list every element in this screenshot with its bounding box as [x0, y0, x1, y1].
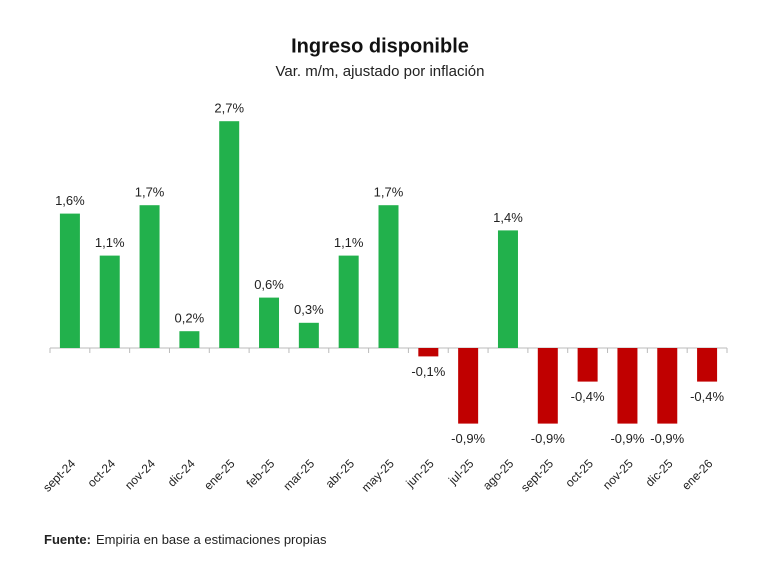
bar	[537, 348, 558, 424]
data-label: -0,9%	[650, 431, 684, 446]
x-tick-label: abr-25	[323, 456, 358, 491]
bar	[179, 331, 200, 348]
x-tick-label: ago-25	[480, 456, 517, 493]
bar	[497, 230, 518, 348]
x-tick-label: nov-24	[122, 456, 158, 492]
data-label: -0,4%	[571, 389, 605, 404]
bar	[617, 348, 638, 424]
bar	[657, 348, 678, 424]
x-tick-label: ene-26	[679, 456, 716, 493]
data-label: 0,2%	[175, 311, 205, 326]
data-label: 0,3%	[294, 302, 324, 317]
bar	[139, 205, 160, 348]
x-tick-label: nov-25	[600, 456, 636, 492]
x-tick-label: ene-25	[201, 456, 238, 493]
data-label: 1,4%	[493, 210, 523, 225]
data-label: -0,1%	[411, 364, 445, 379]
x-tick-label: mar-25	[280, 456, 317, 493]
data-label: 1,1%	[334, 235, 364, 250]
data-label: -0,9%	[531, 431, 565, 446]
source-text: Empiria en base a estimaciones propias	[96, 532, 327, 547]
x-tick-label: dic-25	[643, 456, 676, 489]
bar	[338, 255, 359, 348]
x-tick-label: oct-24	[85, 456, 119, 490]
data-label: -0,9%	[610, 431, 644, 446]
bar	[99, 255, 120, 348]
x-tick-label: sept-24	[40, 456, 78, 494]
x-tick-label: oct-25	[562, 456, 596, 490]
x-tick-label: may-25	[359, 456, 397, 494]
data-label: 1,7%	[374, 185, 404, 200]
bar	[697, 348, 718, 382]
bar	[577, 348, 598, 382]
source-label: Fuente:	[44, 532, 91, 547]
data-label: -0,4%	[690, 389, 724, 404]
chart-subtitle: Var. m/m, ajustado por inflación	[276, 63, 485, 80]
data-label: 0,6%	[254, 277, 284, 292]
source: Fuente: Empiria en base a estimaciones pr…	[44, 532, 327, 547]
data-label: 1,6%	[55, 193, 85, 208]
x-tick-label: feb-25	[243, 456, 277, 490]
data-label: 1,7%	[135, 185, 165, 200]
x-tick-label: sept-25	[518, 456, 556, 494]
bar	[219, 121, 240, 348]
bar	[298, 322, 319, 348]
data-label: -0,9%	[451, 431, 485, 446]
bar	[259, 297, 280, 348]
x-tick-label: dic-24	[165, 456, 198, 489]
x-tick-label: jun-25	[402, 456, 436, 490]
chart-title: Ingreso disponible	[291, 35, 469, 57]
bar	[378, 205, 399, 348]
bar	[458, 348, 479, 424]
bar	[59, 213, 80, 348]
x-tick-label: jul-25	[445, 456, 477, 488]
data-label: 1,1%	[95, 235, 125, 250]
data-label: 2,7%	[214, 101, 244, 116]
bar	[418, 348, 439, 357]
